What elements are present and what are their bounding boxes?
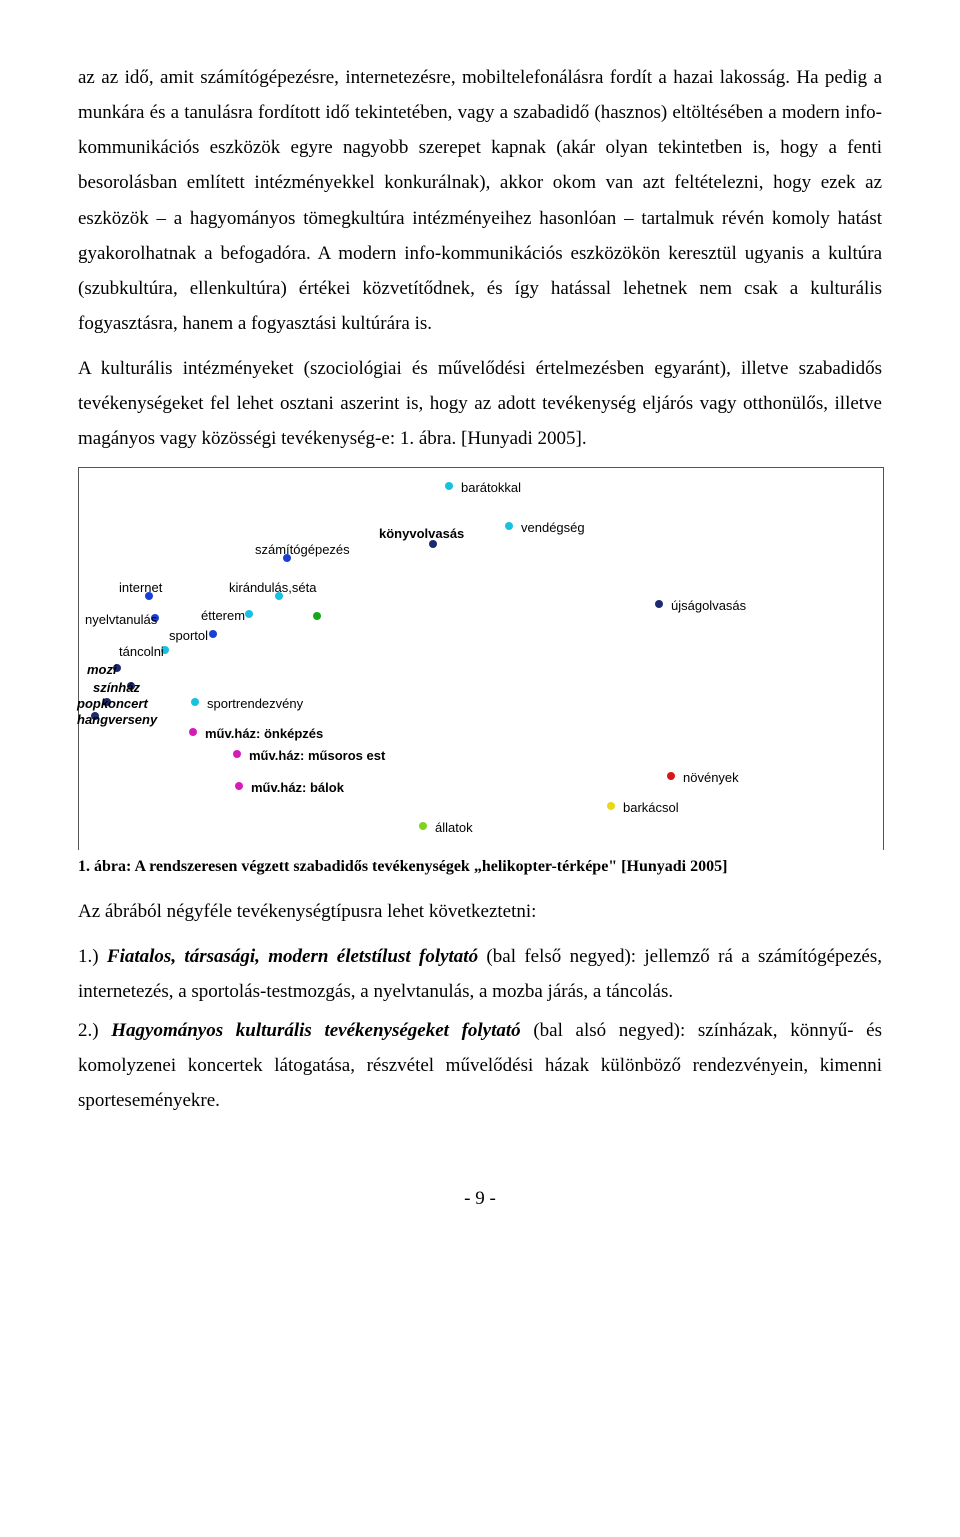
chart-point — [209, 630, 217, 638]
chart-label: étterem — [201, 608, 245, 623]
chart-label: nyelvtanulás — [85, 612, 157, 627]
chart-label: növények — [683, 770, 739, 785]
activity-type-list: 1.) Fiatalos, társasági, modern életstíl… — [78, 939, 882, 1119]
chart-label: újságolvasás — [671, 598, 746, 613]
page-number: - 9 - — [78, 1188, 882, 1210]
chart-point — [233, 750, 241, 758]
chart-label: színház — [93, 680, 140, 695]
chart-point — [655, 600, 663, 608]
chart-point — [189, 728, 197, 736]
chart-label: táncolni — [119, 644, 164, 659]
paragraph-1: az az idő, amit számítógépezésre, intern… — [78, 60, 882, 341]
chart-point — [313, 612, 321, 620]
scatter-chart: barátokkal vendégség könyvolvasás számítógé… — [78, 467, 884, 850]
paragraph-3: Az ábrából négyféle tevékenységtípusra l… — [78, 894, 882, 929]
chart-point — [245, 610, 253, 618]
chart-point — [445, 482, 453, 490]
chart-label: számítógépezés — [255, 542, 350, 557]
chart-label: műv.ház: műsoros est — [249, 748, 385, 763]
chart-point — [191, 698, 199, 706]
chart-label: internet — [119, 580, 162, 595]
chart-label: mozi — [87, 662, 117, 677]
chart-point — [607, 802, 615, 810]
chart-label: könyvolvasás — [379, 526, 464, 541]
chart-label: barkácsol — [623, 800, 679, 815]
paragraph-2: A kulturális intézményeket (szociológiai… — [78, 351, 882, 456]
chart-label: sportol — [169, 628, 208, 643]
list-lead: Hagyományos kulturális tevékenységeket f… — [111, 1020, 520, 1041]
chart-label: állatok — [435, 820, 473, 835]
chart-label: barátokkal — [461, 480, 521, 495]
chart-label: hangverseny — [77, 712, 157, 727]
chart-point — [505, 522, 513, 530]
chart-point — [419, 822, 427, 830]
list-item: 1.) Fiatalos, társasági, modern életstíl… — [78, 939, 882, 1009]
list-item: 2.) Hagyományos kulturális tevékenységek… — [78, 1013, 882, 1118]
chart-point — [429, 540, 437, 548]
chart-label: műv.ház: bálok — [251, 780, 344, 795]
chart-point — [667, 772, 675, 780]
list-number: 2.) — [78, 1020, 99, 1041]
list-lead: Fiatalos, társasági, modern életstílust … — [107, 946, 478, 967]
chart-label: sportrendezvény — [207, 696, 303, 711]
chart-label: műv.ház: önképzés — [205, 726, 323, 741]
chart-point — [235, 782, 243, 790]
list-number: 1.) — [78, 946, 99, 967]
chart-label: popkoncert — [77, 696, 148, 711]
chart-label: kirándulás,séta — [229, 580, 316, 595]
figure-caption: 1. ábra: A rendszeresen végzett szabadid… — [78, 858, 882, 876]
chart-label: vendégség — [521, 520, 585, 535]
